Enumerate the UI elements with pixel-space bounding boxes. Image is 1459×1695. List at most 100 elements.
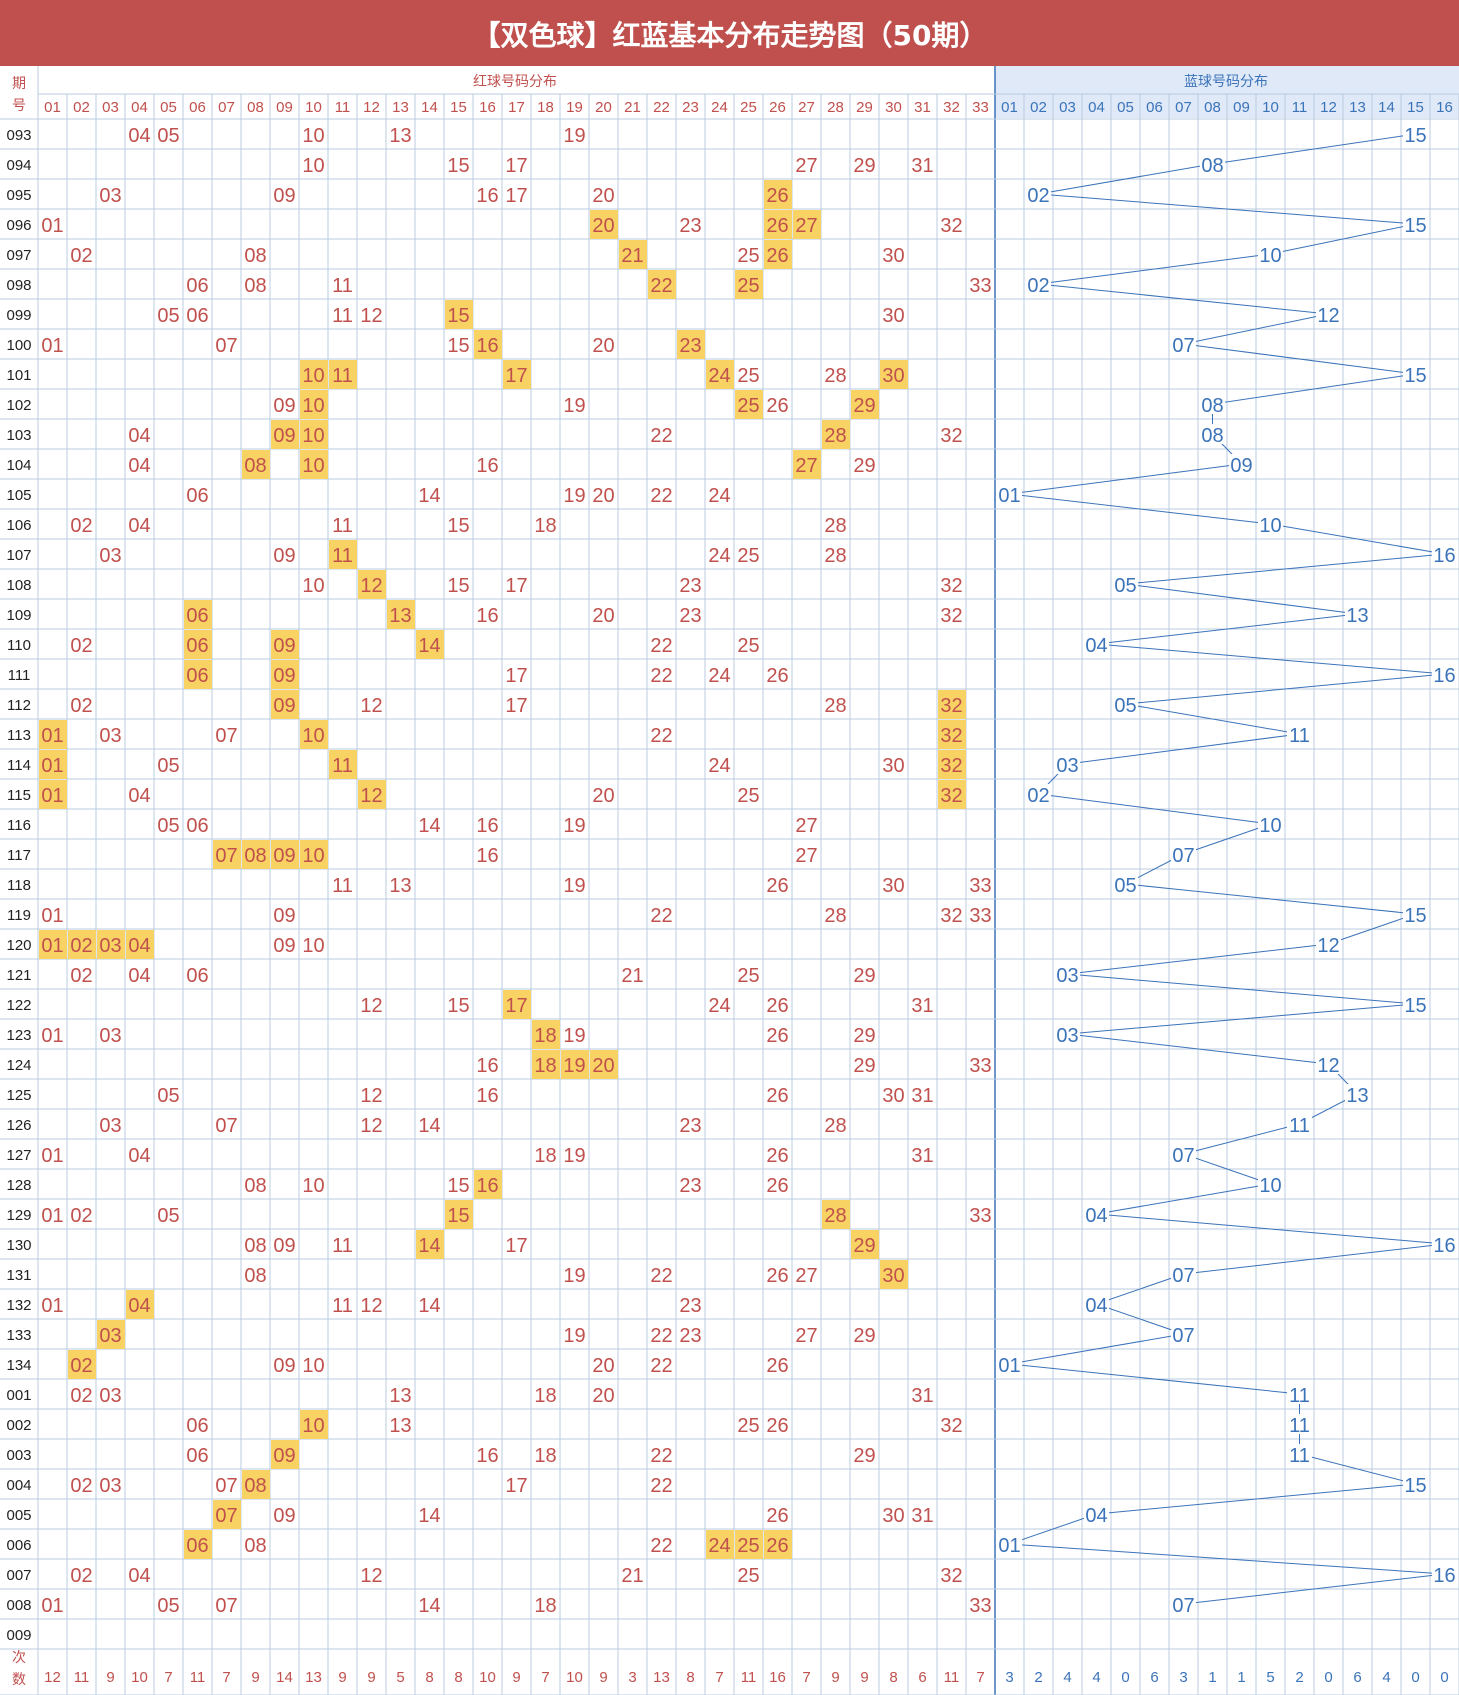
red-ball-number: 02 (70, 1205, 92, 1227)
highlight-cell (938, 780, 966, 809)
red-ball-number: 22 (650, 1355, 672, 1377)
red-col-header: 07 (218, 99, 235, 116)
highlight-cell (329, 750, 357, 779)
red-ball-number: 09 (273, 1445, 295, 1467)
blue-count: 4 (1382, 1669, 1390, 1686)
red-ball-number: 04 (128, 125, 150, 147)
blue-ball-number: 10 (1259, 245, 1281, 267)
highlight-cell (793, 450, 821, 479)
red-ball-number: 25 (737, 1565, 759, 1587)
blue-col-header: 03 (1059, 99, 1076, 116)
red-ball-number: 02 (70, 1355, 92, 1377)
blue-number-bg (1316, 1054, 1341, 1074)
red-ball-number: 09 (273, 695, 295, 717)
red-ball-number: 33 (969, 1055, 991, 1077)
red-ball-number: 12 (360, 1565, 382, 1587)
red-ball-number: 24 (708, 665, 730, 687)
red-ball-number: 06 (186, 305, 208, 327)
red-ball-number: 10 (302, 1415, 324, 1437)
red-ball-number: 11 (332, 755, 353, 777)
red-ball-number: 16 (476, 1445, 498, 1467)
red-ball-number: 12 (360, 575, 382, 597)
period-label: 112 (7, 697, 31, 714)
blue-ball-number: 04 (1085, 1295, 1107, 1317)
red-ball-number: 26 (766, 1085, 788, 1107)
red-ball-number: 12 (360, 305, 382, 327)
red-count: 10 (566, 1669, 583, 1686)
highlight-cell (242, 1470, 270, 1499)
blue-ball-number: 15 (1404, 995, 1426, 1017)
red-ball-number: 24 (708, 755, 730, 777)
title-bar (0, 0, 1459, 66)
red-ball-number: 30 (882, 245, 904, 267)
highlight-cell (416, 1230, 444, 1259)
red-ball-number: 10 (302, 725, 324, 747)
blue-number-bg (1055, 1024, 1080, 1044)
red-ball-number: 06 (186, 1445, 208, 1467)
red-col-header: 01 (44, 99, 61, 116)
blue-col-header: 08 (1204, 99, 1221, 116)
blue-number-bg (1171, 844, 1196, 864)
highlight-cell (329, 360, 357, 389)
blue-number-bg (1287, 724, 1312, 744)
red-col-header: 29 (856, 99, 873, 116)
red-ball-number: 29 (853, 395, 875, 417)
red-ball-number: 27 (795, 1325, 817, 1347)
blue-ball-number: 03 (1056, 755, 1078, 777)
red-ball-number: 21 (621, 965, 643, 987)
red-ball-number: 02 (70, 1565, 92, 1587)
red-ball-number: 25 (737, 965, 759, 987)
red-ball-number: 26 (766, 1415, 788, 1437)
red-col-header: 27 (798, 99, 815, 116)
red-ball-number: 22 (650, 275, 672, 297)
red-col-header: 11 (335, 99, 351, 116)
red-ball-number: 10 (302, 155, 324, 177)
blue-count: 2 (1295, 1669, 1303, 1686)
blue-number-bg (1026, 184, 1051, 204)
red-ball-number: 28 (824, 425, 846, 447)
red-ball-number: 02 (70, 245, 92, 267)
red-ball-number: 19 (563, 125, 585, 147)
red-ball-number: 04 (128, 1145, 150, 1167)
highlight-cell (503, 360, 531, 389)
red-ball-number: 24 (708, 545, 730, 567)
red-ball-number: 31 (911, 1385, 933, 1407)
red-ball-number: 30 (882, 1085, 904, 1107)
red-count: 8 (686, 1669, 694, 1686)
red-ball-number: 22 (650, 1265, 672, 1287)
blue-ball-number: 08 (1201, 425, 1223, 447)
red-ball-number: 20 (592, 215, 614, 237)
blue-col-header: 01 (1001, 99, 1018, 116)
blue-ball-number: 07 (1172, 845, 1194, 867)
blue-ball-number: 10 (1259, 815, 1281, 837)
highlight-cell (822, 1200, 850, 1229)
red-col-header: 28 (827, 99, 844, 116)
red-ball-number: 08 (244, 1535, 266, 1557)
blue-ball-number: 10 (1259, 515, 1281, 537)
red-ball-number: 01 (41, 785, 63, 807)
blue-number-bg (1316, 304, 1341, 324)
red-ball-number: 24 (708, 365, 730, 387)
count-label-top: 次 (12, 1650, 26, 1666)
red-ball-number: 32 (940, 605, 962, 627)
blue-number-bg (1403, 364, 1428, 384)
highlight-cell (735, 390, 763, 419)
blue-count: 3 (1005, 1669, 1013, 1686)
red-ball-number: 03 (99, 185, 121, 207)
red-ball-number: 26 (766, 1145, 788, 1167)
red-ball-number: 32 (940, 905, 962, 927)
red-ball-number: 26 (766, 1535, 788, 1557)
blue-number-bg (997, 484, 1022, 504)
red-ball-number: 22 (650, 425, 672, 447)
blue-ball-number: 08 (1201, 155, 1223, 177)
highlight-cell (184, 660, 212, 689)
period-label: 006 (6, 1537, 31, 1554)
red-ball-number: 10 (302, 455, 324, 477)
red-ball-number: 28 (824, 365, 846, 387)
red-count: 9 (338, 1669, 346, 1686)
blue-count: 2 (1034, 1669, 1042, 1686)
red-ball-number: 12 (360, 785, 382, 807)
red-ball-number: 27 (795, 1265, 817, 1287)
blue-col-header: 10 (1262, 99, 1279, 116)
blue-ball-number: 11 (1289, 1415, 1310, 1437)
